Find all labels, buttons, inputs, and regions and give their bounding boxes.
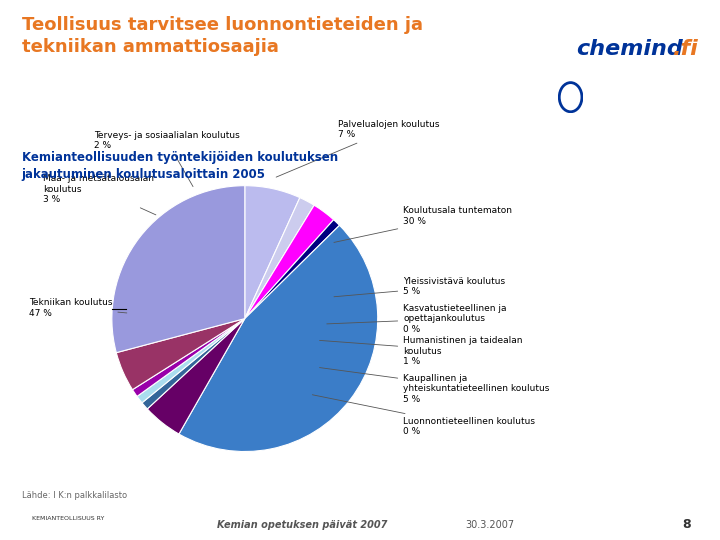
Wedge shape: [132, 319, 245, 396]
Text: Yleissivistävä koulutus
5 %: Yleissivistävä koulutus 5 %: [334, 276, 505, 297]
Text: 30.3.2007: 30.3.2007: [465, 520, 514, 530]
Text: Kemian opetuksen päivät 2007: Kemian opetuksen päivät 2007: [217, 520, 387, 530]
Wedge shape: [112, 186, 245, 353]
Text: Teollisuus tarvitsee luonnontieteiden ja
tekniikan ammattiosaajia: Teollisuus tarvitsee luonnontieteiden ja…: [22, 16, 423, 56]
Text: Kaupallinen ja
yhteiskuntatieteellinen koulutus
5 %: Kaupallinen ja yhteiskuntatieteellinen k…: [320, 368, 549, 404]
Wedge shape: [245, 198, 314, 319]
Text: .fi: .fi: [673, 38, 699, 59]
Text: Lähde: I K:n palkkalilasto: Lähde: I K:n palkkalilasto: [22, 491, 127, 501]
Text: Kemianteollisuuden työntekijöiden koulutuksen
jakautuminen koulutusaloittain 200: Kemianteollisuuden työntekijöiden koulut…: [22, 151, 338, 181]
Text: Terveys- ja sosiaalialan koulutus
2 %: Terveys- ja sosiaalialan koulutus 2 %: [94, 131, 239, 187]
Wedge shape: [245, 205, 333, 319]
Text: Luonnontieteellinen koulutus
0 %: Luonnontieteellinen koulutus 0 %: [312, 395, 535, 436]
Text: chemind: chemind: [576, 38, 683, 59]
Text: KEMIANTEOLLISUUS RY: KEMIANTEOLLISUUS RY: [32, 516, 104, 521]
Wedge shape: [245, 220, 340, 319]
Text: 8: 8: [683, 518, 691, 531]
Wedge shape: [148, 319, 245, 434]
Text: Palvelualojen koulutus
7 %: Palvelualojen koulutus 7 %: [276, 120, 440, 177]
Wedge shape: [137, 319, 245, 403]
Wedge shape: [117, 319, 245, 390]
Wedge shape: [245, 186, 300, 319]
Text: Humanistinen ja taidealan
koulutus
1 %: Humanistinen ja taidealan koulutus 1 %: [320, 336, 523, 366]
Wedge shape: [142, 319, 245, 409]
Text: Koulutusala tuntematon
30 %: Koulutusala tuntematon 30 %: [334, 206, 512, 242]
Text: Tekniikan koulutus
47 %: Tekniikan koulutus 47 %: [29, 298, 127, 318]
Wedge shape: [179, 225, 378, 451]
Text: Kasvatustieteellinen ja
opettajankoulutus
0 %: Kasvatustieteellinen ja opettajankoulutu…: [327, 303, 507, 334]
Text: Maa- ja metsätalousalan
koulutus
3 %: Maa- ja metsätalousalan koulutus 3 %: [43, 174, 156, 215]
